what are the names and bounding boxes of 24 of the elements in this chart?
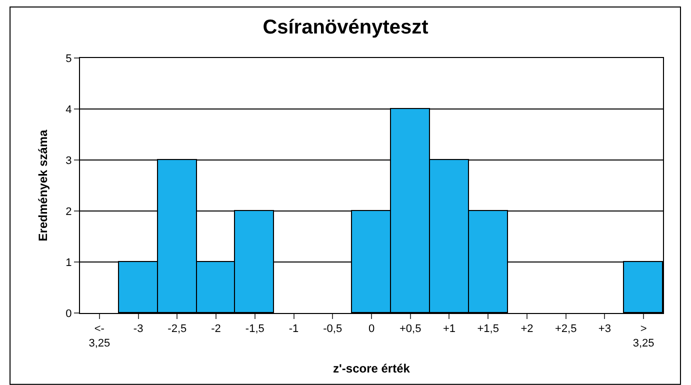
y-tick-label: 2 [66, 206, 72, 218]
x-tick-label: > 3,25 [632, 323, 654, 350]
x-tick-label: +0,5 [400, 323, 422, 336]
chart-title: Csíranövényteszt [262, 16, 429, 38]
y-tick-label: 0 [66, 308, 72, 320]
y-tick-label: 5 [66, 52, 72, 65]
y-axis-title: Eredmények száma [36, 129, 50, 242]
y-tick-label: 1 [66, 256, 72, 269]
x-tick-label: -1 [288, 323, 299, 336]
x-tick-label: +1 [442, 323, 456, 336]
x-tick-label: -3 [133, 323, 144, 336]
x-tick-label: +1,5 [477, 323, 499, 336]
x-tick-label: -2,5 [168, 323, 187, 336]
x-tick-label: <- 3,25 [88, 323, 110, 350]
x-tick-label: 0 [368, 323, 375, 336]
x-tick-label: -2 [211, 323, 221, 336]
x-axis-title: z'-score érték [333, 361, 410, 376]
y-tick-label: 4 [66, 104, 72, 116]
x-tick-label: -1,5 [245, 323, 264, 336]
x-tick-label: +2 [520, 323, 534, 336]
y-tick-label: 3 [66, 154, 72, 167]
x-tick-label: +2,5 [554, 323, 577, 336]
x-tick-label: +3 [598, 323, 611, 336]
x-tick-label: -0,5 [323, 323, 342, 336]
